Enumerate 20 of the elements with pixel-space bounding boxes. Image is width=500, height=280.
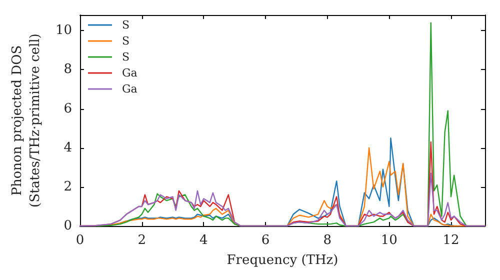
x-tick-label: 10 — [380, 233, 398, 248]
y-tick-label: 8 — [64, 62, 72, 78]
y-axis-title: Phonon projected DOS (States/THz·primitive cell) — [10, 33, 44, 208]
legend-label: S — [122, 50, 130, 64]
x-tick-label: 0 — [76, 233, 84, 248]
y-tick-label: 0 — [64, 218, 72, 234]
legend-label: Ga — [122, 66, 138, 80]
legend-label: S — [122, 18, 130, 32]
x-tick-label: 12 — [442, 233, 460, 248]
y-tick-label: 4 — [64, 140, 72, 156]
y-tick-label: 6 — [64, 101, 72, 116]
x-tick-label: 8 — [323, 233, 332, 248]
x-tick-label: 2 — [138, 233, 146, 248]
y-tick-label: 10 — [55, 23, 72, 38]
x-tick-label: 6 — [261, 233, 270, 248]
x-axis-title: Frequency (THz) — [226, 253, 338, 268]
legend-label: S — [122, 34, 130, 48]
legend-label: Ga — [122, 82, 138, 96]
y-tick-label: 2 — [64, 179, 72, 194]
x-tick-label: 4 — [200, 233, 208, 248]
